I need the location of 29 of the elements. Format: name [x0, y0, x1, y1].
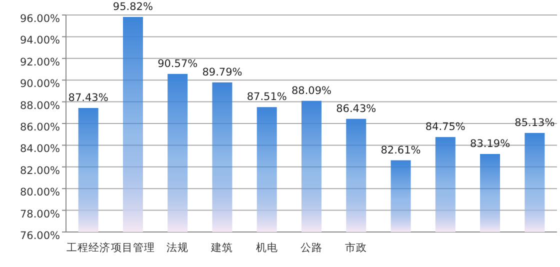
y-tick-label: 76.00%	[20, 230, 60, 242]
y-tick-label: 82.00%	[20, 164, 60, 177]
x-tick-label: 项目管理	[110, 242, 155, 254]
x-tick-label: 建筑	[210, 241, 234, 254]
y-tick-label: 94.00%	[20, 34, 60, 47]
y-tick-label: 80.00%	[20, 186, 60, 199]
x-tick-label: 法规	[166, 241, 189, 254]
x-tick-label: 机电	[256, 241, 278, 254]
data-label: 82.61%	[380, 144, 421, 156]
y-tick-label: 84.00%	[20, 143, 60, 156]
data-label: 87.51%	[246, 91, 287, 104]
y-tick-label: 96.00%	[20, 13, 60, 25]
data-label: 87.43%	[68, 92, 108, 104]
y-tick-label: 78.00%	[20, 208, 60, 220]
y-tick-label: 90.00%	[20, 78, 60, 90]
y-tick-label: 92.00%	[20, 56, 60, 68]
data-label: 86.43%	[336, 102, 376, 115]
data-label: 90.57%	[158, 58, 198, 70]
x-tick-label: 市政	[345, 241, 368, 254]
data-label: 85.13%	[514, 116, 555, 129]
x-tick-label: 公路	[300, 242, 322, 254]
y-tick-label: 88.00%	[20, 100, 60, 112]
data-label: 84.75%	[425, 121, 466, 134]
data-label: 89.79%	[202, 66, 242, 78]
y-tick-label: 86.00%	[20, 122, 60, 134]
x-tick-label: 工程经济	[66, 241, 110, 254]
data-label: 83.19%	[470, 138, 510, 150]
data-label: 88.09%	[291, 84, 332, 97]
data-label: 95.82%	[112, 0, 153, 13]
